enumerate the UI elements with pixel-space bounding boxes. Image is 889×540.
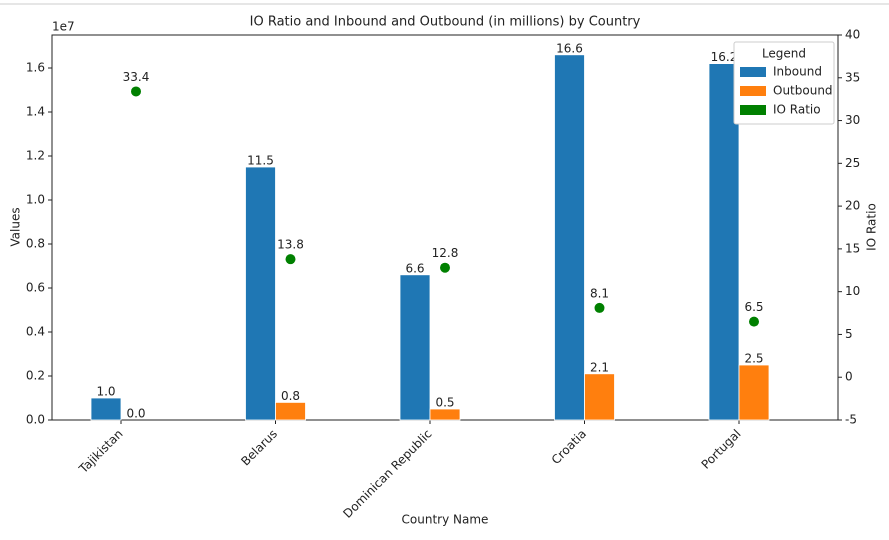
io-ratio-point — [594, 302, 605, 313]
bar-value-label: 16.2 — [711, 50, 738, 64]
legend-swatch — [740, 67, 766, 77]
x-tick-label: Croatia — [549, 427, 589, 467]
y2-tick-label: 25 — [845, 156, 860, 170]
y-tick-label: 1.4 — [26, 105, 45, 119]
bar — [275, 401, 306, 421]
bar-value-label: 2.5 — [744, 352, 763, 366]
y2-tick-label: 40 — [845, 28, 860, 42]
bar-value-label: 16.6 — [556, 41, 583, 55]
y-tick-label: 0.8 — [26, 237, 45, 251]
bar — [584, 373, 615, 421]
bar-value-label: 6.6 — [405, 261, 424, 275]
legend-box — [733, 41, 835, 125]
x-tick-label: Tajikistan — [76, 427, 126, 477]
io-ratio-point — [749, 316, 759, 327]
bar-value-label: 0.8 — [281, 389, 300, 403]
y-tick-label: 0.0 — [26, 413, 45, 427]
bar — [399, 274, 431, 421]
bar-value-label: 1.0 — [96, 385, 115, 399]
legend-label: Inbound — [773, 65, 822, 79]
y-tick-label: 0.6 — [26, 281, 45, 295]
legend-label: Outbound — [773, 84, 833, 98]
y2-tick-label: 10 — [845, 284, 860, 298]
y-offset-label: 1e7 — [52, 20, 75, 34]
y-tick-label: 1.2 — [26, 149, 45, 163]
bar-value-label: 0.0 — [126, 407, 145, 421]
y2-tick-label: -5 — [845, 413, 857, 427]
x-tick-label: Dominican Republic — [340, 427, 434, 521]
point-value-label: 8.1 — [590, 286, 609, 300]
bar-value-label: 0.5 — [435, 396, 454, 410]
io-ratio-point — [285, 254, 296, 265]
x-axis-label: Country Name — [402, 513, 489, 527]
x-tick-label: Portugal — [699, 427, 744, 472]
bar-value-label: 11.5 — [247, 154, 274, 168]
io-ratio-point — [131, 86, 141, 97]
bar — [738, 364, 770, 421]
y2-axis-label: IO Ratio — [865, 203, 879, 251]
y2-tick-label: 30 — [845, 113, 860, 127]
legend-swatch — [740, 105, 766, 115]
legend-label: IO Ratio — [773, 103, 821, 117]
y-tick-label: 0.2 — [26, 369, 45, 383]
y-tick-label: 1.6 — [26, 61, 45, 75]
chart-title: IO Ratio and Inbound and Outbound (in mi… — [250, 15, 641, 30]
y2-tick-label: 15 — [845, 241, 860, 255]
bar — [245, 166, 276, 421]
y-axis-label: Values — [9, 207, 23, 246]
y2-tick-label: 5 — [845, 327, 853, 341]
bar — [429, 408, 461, 421]
legend-title: Legend — [762, 47, 806, 61]
io-ratio-point — [440, 262, 450, 273]
bar — [554, 54, 585, 421]
legend-swatch — [740, 86, 766, 96]
y2-tick-label: 0 — [845, 370, 853, 384]
y-tick-label: 0.4 — [26, 325, 45, 339]
bar — [90, 397, 122, 421]
y-tick-label: 1.0 — [26, 193, 45, 207]
point-value-label: 6.5 — [744, 300, 763, 314]
y2-tick-label: 35 — [845, 70, 860, 84]
point-value-label: 12.8 — [432, 246, 459, 260]
x-tick-label: Belarus — [238, 427, 280, 469]
point-value-label: 33.4 — [123, 70, 150, 84]
bar-value-label: 2.1 — [590, 360, 609, 374]
point-value-label: 13.8 — [277, 238, 304, 252]
y2-tick-label: 20 — [845, 199, 860, 213]
